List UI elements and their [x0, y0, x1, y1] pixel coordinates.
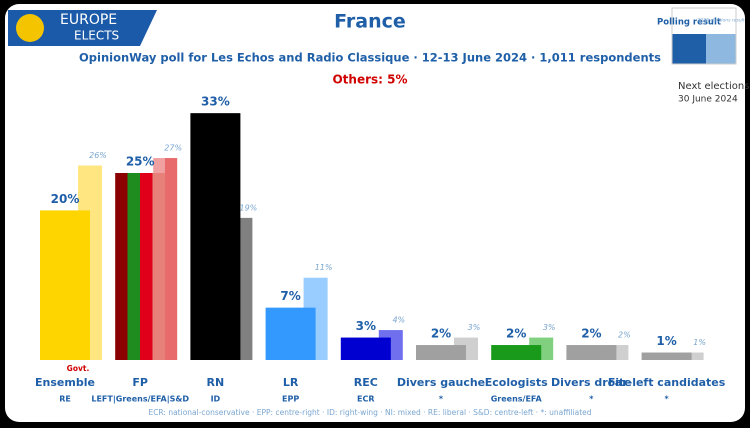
logo-text: EUROPE: [60, 12, 117, 28]
value-label: 20%: [51, 192, 80, 206]
value-label-2022: 3%: [543, 323, 556, 332]
panel: [5, 4, 745, 422]
value-label: 2%: [431, 327, 451, 341]
bar-poll: [40, 210, 90, 360]
legend-box: [671, 7, 737, 65]
category-label: RN: [207, 376, 225, 389]
legend-label: Polling result: [657, 18, 721, 28]
group-label: ID: [211, 395, 221, 404]
category-label: Ecologists: [485, 376, 548, 389]
category-label: Ensemble: [35, 376, 95, 389]
legend-swatch: [672, 34, 706, 64]
bar-poll: [115, 173, 166, 360]
group-label: Greens/EFA: [491, 395, 543, 404]
value-label: 1%: [656, 334, 676, 348]
group-label: *: [665, 395, 670, 404]
logo-text: ELECTS: [74, 29, 119, 43]
group-label: *: [439, 395, 444, 404]
category-label: Divers droite: [551, 376, 632, 389]
value-label: 2%: [581, 327, 601, 341]
category-label: Divers gauche: [397, 376, 485, 389]
group-label: ECR: [357, 395, 375, 404]
value-label: 3%: [356, 319, 376, 333]
bar-poll: [491, 345, 542, 360]
value-label: 7%: [280, 289, 300, 303]
value-label: 25%: [126, 155, 155, 169]
chart-title: France: [334, 11, 406, 33]
value-label-2022: 27%: [164, 144, 182, 153]
category-label: LR: [283, 376, 299, 389]
next-elections-date: 30 June 2024: [678, 95, 738, 105]
value-label-2022: 2%: [618, 331, 631, 340]
subtitle: OpinionWay poll for Les Echos and Radio …: [79, 51, 661, 65]
bar-poll: [566, 345, 617, 360]
next-elections: Next elections:: [678, 81, 750, 92]
bar-poll: [416, 345, 466, 360]
value-label: 33%: [201, 95, 230, 109]
logo-banner: [8, 10, 157, 46]
legend-swatch: [706, 34, 736, 64]
value-label-2022: 3%: [468, 323, 481, 332]
value-label-2022: 11%: [315, 263, 333, 272]
group-label: RE: [59, 395, 71, 404]
group-label: *: [589, 395, 594, 404]
others: Others: 5%: [332, 73, 407, 87]
bar-poll: [190, 113, 241, 360]
group-label: EPP: [282, 395, 299, 404]
annotation: Govt.: [67, 364, 90, 373]
value-label-2022: 19%: [240, 203, 258, 212]
bar-poll: [340, 337, 391, 360]
value-label-2022: 4%: [392, 316, 405, 325]
category-label: REC: [354, 376, 378, 389]
footnote: ECR: national-conservative · EPP: centre…: [148, 408, 591, 417]
legend-label: 2022 elections result: [697, 18, 745, 24]
logo-star: [16, 14, 44, 42]
category-label: Far-left candidates: [608, 376, 726, 389]
value-label: 2%: [506, 327, 526, 341]
bar-poll: [641, 352, 692, 360]
value-label-2022: 26%: [89, 151, 107, 160]
bar-poll: [265, 307, 316, 360]
group-label: LEFT|Greens/EFA|S&D: [91, 395, 189, 404]
value-label-2022: 1%: [693, 338, 706, 347]
category-label: FP: [132, 376, 148, 389]
